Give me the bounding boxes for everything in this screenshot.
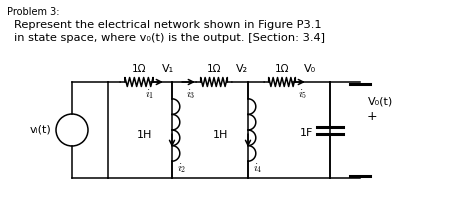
- Text: $i_1$: $i_1$: [146, 87, 155, 101]
- Text: 1H: 1H: [137, 130, 152, 140]
- Text: V₀: V₀: [304, 64, 316, 74]
- Text: V₂: V₂: [236, 64, 248, 74]
- Text: Represent the electrical network shown in Figure P3.1: Represent the electrical network shown i…: [14, 20, 322, 30]
- Text: $i_5$: $i_5$: [298, 87, 308, 101]
- Text: $i_2$: $i_2$: [177, 161, 186, 175]
- Text: V₁: V₁: [162, 64, 174, 74]
- Text: +: +: [367, 109, 377, 122]
- Text: 1Ω: 1Ω: [207, 64, 221, 74]
- Text: Problem 3:: Problem 3:: [7, 7, 60, 17]
- Text: 1H: 1H: [213, 130, 228, 140]
- Text: 1Ω: 1Ω: [132, 64, 146, 74]
- Text: V₀(t): V₀(t): [368, 97, 393, 107]
- Text: $i_4$: $i_4$: [253, 161, 263, 175]
- Text: vᵢ(t): vᵢ(t): [29, 125, 51, 135]
- Text: 1F: 1F: [300, 128, 313, 138]
- Text: in state space, where v₀(t) is the output. [Section: 3.4]: in state space, where v₀(t) is the outpu…: [14, 33, 325, 43]
- Text: $i_3$: $i_3$: [186, 87, 196, 101]
- Text: 1Ω: 1Ω: [275, 64, 289, 74]
